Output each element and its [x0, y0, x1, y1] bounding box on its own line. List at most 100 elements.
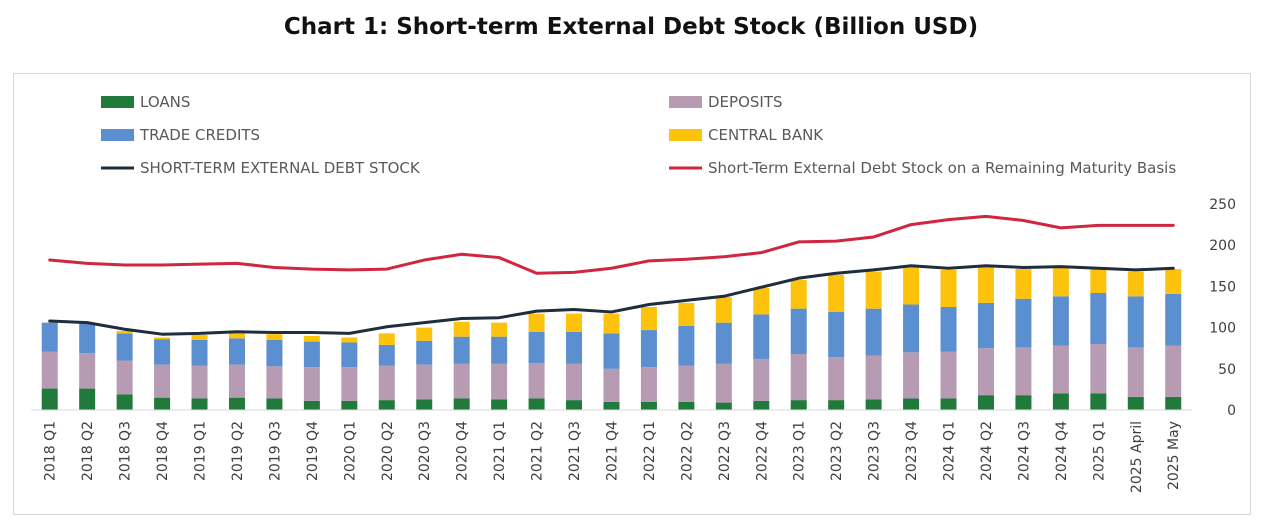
bar-segment-trade-credits: [1165, 293, 1182, 346]
bar-segment-trade-credits: [903, 304, 920, 353]
chart-title: Chart 1: Short-term External Debt Stock …: [283, 14, 979, 40]
legend-item: LOANS: [101, 93, 190, 111]
x-tick-label: 2024 Q4: [1054, 421, 1070, 481]
bar-segment-deposits: [416, 364, 433, 400]
bar-segment-loans: [416, 399, 433, 410]
bar-segment-trade-credits: [79, 323, 96, 354]
x-tick-label: 2021 Q3: [567, 421, 583, 481]
y-tick-label: 0: [1227, 403, 1236, 419]
legend-swatch: [101, 129, 134, 141]
bar-segment-loans: [528, 398, 545, 410]
bar-segment-central-bank: [1052, 265, 1069, 297]
x-tick-label: 2020 Q3: [417, 421, 433, 481]
bar-segment-central-bank: [528, 313, 545, 332]
bar-segment-deposits: [715, 363, 732, 403]
bar-segment-deposits: [341, 367, 358, 401]
legend-item: CENTRAL BANK: [669, 126, 824, 144]
x-tick-label: 2018 Q3: [118, 421, 134, 481]
bar-segment-trade-credits: [640, 330, 657, 368]
bar-segment-central-bank: [940, 269, 957, 307]
bar-segment-central-bank: [865, 271, 882, 309]
y-tick-label: 250: [1209, 197, 1236, 213]
x-tick-label: 2018 Q1: [43, 421, 59, 481]
y-tick-label: 150: [1209, 279, 1236, 295]
legend-label: LOANS: [140, 93, 190, 111]
bar-segment-loans: [828, 400, 845, 410]
bar-segment-central-bank: [977, 266, 994, 303]
bar-segment-trade-credits: [865, 308, 882, 356]
bar-segment-trade-credits: [1127, 296, 1144, 348]
legend-item: TRADE CREDITS: [101, 126, 260, 144]
x-axis: 2018 Q1 2018 Q2 2018 Q3 2018 Q4 2019 Q1 2019 …: [31, 409, 1192, 493]
bar-segment-deposits: [1052, 345, 1069, 394]
bar-segment-deposits: [753, 358, 770, 401]
bar-segment-central-bank: [1165, 269, 1182, 294]
bar-segment-deposits: [828, 357, 845, 401]
legend-label: Short-Term External Debt Stock on a Rema…: [708, 159, 1176, 177]
bar-segment-loans: [753, 400, 770, 410]
bar-segment-trade-credits: [116, 333, 133, 361]
bar-segment-central-bank: [790, 279, 807, 309]
bar-segment-deposits: [116, 360, 133, 395]
bar-segment-deposits: [378, 365, 395, 401]
bar-segment-trade-credits: [154, 339, 171, 365]
y-tick-label: 50: [1218, 362, 1236, 378]
bar-segment-trade-credits: [715, 322, 732, 364]
bar-segment-central-bank: [416, 327, 433, 341]
bar-segment-loans: [790, 400, 807, 410]
x-tick-label: 2024 Q2: [979, 421, 995, 481]
x-tick-label: 2020 Q1: [342, 421, 358, 481]
y-axis: 0 50 100 150 200 250: [1209, 197, 1236, 419]
bar-segment-trade-credits: [977, 302, 994, 349]
bar-segment-trade-credits: [228, 338, 245, 365]
x-tick-label: 2020 Q4: [455, 421, 471, 481]
bar-segment-loans: [266, 398, 283, 410]
x-tick-label: 2020 Q2: [380, 421, 396, 481]
bar-segment-central-bank: [903, 265, 920, 305]
bar-segment-trade-credits: [1052, 296, 1069, 346]
bar-segment-trade-credits: [341, 342, 358, 368]
series-line-remaining-maturity-line: [48, 214, 1175, 275]
bar-segment-deposits: [1015, 347, 1032, 396]
bar-segment-deposits: [1090, 344, 1107, 394]
x-tick-label: 2018 Q2: [80, 421, 96, 481]
bar-segment-deposits: [191, 365, 208, 399]
bar-segment-trade-credits: [528, 331, 545, 364]
bar-segment-loans: [491, 399, 508, 410]
x-tick-label: 2022 Q1: [642, 421, 658, 481]
x-tick-label: 2023 Q2: [829, 421, 845, 481]
bar-segment-central-bank: [566, 313, 583, 332]
bar-segment-central-bank: [640, 307, 657, 331]
x-tick-label: 2025 May: [1166, 421, 1182, 490]
bar-segment-trade-credits: [378, 344, 395, 366]
legend-label: SHORT-TERM EXTERNAL DEBT STOCK: [140, 159, 421, 177]
bar-segment-central-bank: [378, 333, 395, 345]
bar-segment-central-bank: [828, 274, 845, 312]
x-tick-label: 2023 Q4: [904, 421, 920, 481]
bar-segment-loans: [79, 388, 96, 410]
bar-segment-deposits: [977, 348, 994, 396]
x-tick-label: 2021 Q1: [492, 421, 508, 481]
legend-item: SHORT-TERM EXTERNAL DEBT STOCK: [101, 159, 421, 177]
x-tick-label: 2023 Q1: [792, 421, 808, 481]
bar-segment-loans: [678, 401, 695, 410]
x-tick-label: 2019 Q4: [305, 421, 321, 481]
bar-segment-deposits: [266, 366, 283, 399]
bar-segment-loans: [1052, 393, 1069, 410]
bar-segment-loans: [378, 400, 395, 410]
bar-segment-deposits: [79, 353, 96, 389]
legend-item: Short-Term External Debt Stock on a Rema…: [669, 159, 1176, 177]
bar-segment-central-bank: [341, 337, 358, 343]
y-tick-label: 200: [1209, 238, 1236, 254]
bar-segment-deposits: [940, 351, 957, 399]
bar-segment-deposits: [865, 355, 882, 400]
x-tick-label: 2025 April: [1129, 421, 1145, 493]
bar-segment-deposits: [453, 363, 470, 399]
bar-segment-central-bank: [228, 333, 245, 339]
lines-group: [48, 214, 1175, 336]
bar-segment-central-bank: [1090, 268, 1107, 293]
bar-segment-central-bank: [116, 330, 133, 334]
bar-segment-trade-credits: [491, 336, 508, 364]
bar-segment-loans: [1127, 396, 1144, 410]
bar-segment-loans: [940, 398, 957, 410]
